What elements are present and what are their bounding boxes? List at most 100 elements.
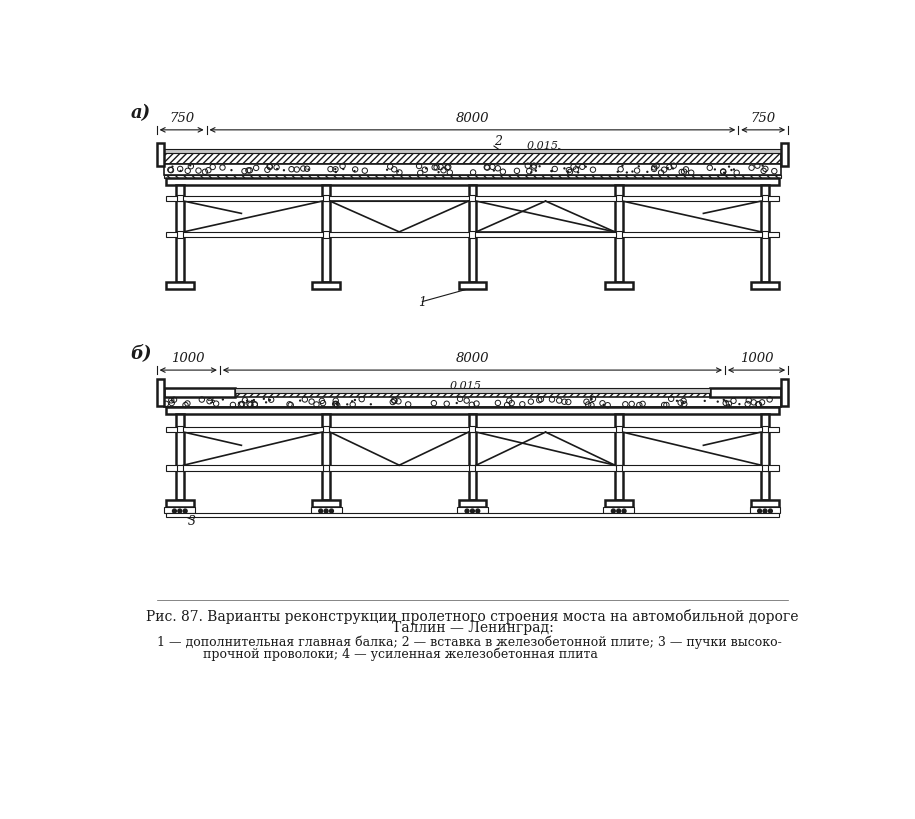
- Bar: [323, 195, 329, 201]
- Circle shape: [265, 401, 267, 404]
- Circle shape: [714, 168, 716, 170]
- Bar: [156, 143, 164, 166]
- Text: Рис. 87. Варианты реконструкции пролетного строения моста на автомобильной дорог: Рис. 87. Варианты реконструкции пролетно…: [146, 609, 799, 624]
- Bar: [176, 184, 184, 283]
- Circle shape: [551, 170, 553, 172]
- Circle shape: [534, 170, 537, 172]
- Circle shape: [173, 509, 177, 513]
- Circle shape: [425, 167, 427, 170]
- Circle shape: [676, 400, 678, 402]
- Circle shape: [346, 403, 349, 405]
- Bar: [710, 388, 780, 396]
- Text: Таллин — Ленинград:: Таллин — Ленинград:: [392, 621, 554, 635]
- Circle shape: [577, 171, 579, 174]
- Bar: [616, 465, 622, 471]
- Bar: [762, 465, 768, 471]
- Text: 4: 4: [208, 393, 216, 406]
- Circle shape: [183, 509, 187, 513]
- Circle shape: [342, 168, 344, 170]
- Bar: [312, 283, 340, 289]
- Circle shape: [263, 398, 265, 400]
- Bar: [458, 500, 486, 507]
- Bar: [468, 414, 476, 500]
- Circle shape: [763, 509, 767, 513]
- Bar: [165, 388, 234, 396]
- Bar: [235, 388, 709, 393]
- Circle shape: [269, 399, 271, 401]
- Circle shape: [585, 165, 587, 168]
- Circle shape: [728, 165, 730, 168]
- Bar: [469, 427, 476, 432]
- Bar: [166, 178, 779, 184]
- Bar: [166, 500, 194, 507]
- Circle shape: [335, 171, 337, 173]
- Circle shape: [178, 509, 182, 513]
- Circle shape: [318, 509, 323, 513]
- Circle shape: [590, 398, 593, 400]
- Text: 8000: 8000: [456, 112, 490, 125]
- Bar: [615, 414, 622, 500]
- Circle shape: [716, 400, 719, 403]
- Bar: [469, 195, 476, 201]
- Bar: [166, 283, 194, 289]
- Text: 8000: 8000: [456, 352, 490, 365]
- Circle shape: [631, 170, 633, 173]
- Bar: [164, 153, 781, 164]
- Bar: [235, 393, 709, 402]
- Text: 2: 2: [494, 135, 502, 148]
- Bar: [458, 283, 486, 289]
- Bar: [616, 427, 622, 432]
- Bar: [762, 195, 768, 201]
- Bar: [176, 414, 184, 500]
- Circle shape: [538, 165, 541, 167]
- Circle shape: [307, 169, 309, 170]
- Circle shape: [171, 397, 173, 400]
- Circle shape: [251, 400, 253, 402]
- Circle shape: [617, 170, 619, 173]
- Text: 1000: 1000: [171, 352, 205, 365]
- Bar: [166, 232, 779, 238]
- Bar: [177, 465, 183, 471]
- Bar: [322, 184, 330, 283]
- Circle shape: [576, 166, 579, 169]
- Bar: [603, 507, 634, 514]
- Circle shape: [276, 168, 278, 170]
- Circle shape: [683, 401, 684, 404]
- Circle shape: [730, 169, 733, 171]
- Circle shape: [353, 170, 356, 172]
- Circle shape: [617, 509, 620, 513]
- Circle shape: [470, 509, 474, 513]
- Circle shape: [189, 164, 191, 166]
- Bar: [323, 465, 329, 471]
- Bar: [177, 195, 183, 201]
- Bar: [709, 388, 781, 397]
- Circle shape: [646, 170, 649, 173]
- Circle shape: [476, 509, 479, 513]
- Text: 750: 750: [169, 112, 194, 125]
- Bar: [605, 500, 632, 507]
- Bar: [164, 149, 781, 153]
- Bar: [164, 388, 235, 397]
- Circle shape: [354, 399, 356, 401]
- Bar: [323, 427, 329, 432]
- Bar: [468, 184, 476, 283]
- Circle shape: [437, 171, 440, 174]
- Circle shape: [761, 165, 764, 167]
- Circle shape: [550, 170, 553, 172]
- Circle shape: [725, 400, 727, 403]
- Circle shape: [733, 168, 735, 170]
- Bar: [616, 232, 622, 238]
- Bar: [323, 232, 329, 238]
- Circle shape: [602, 404, 605, 406]
- Circle shape: [611, 509, 615, 513]
- Bar: [781, 378, 788, 405]
- Circle shape: [621, 165, 624, 167]
- Circle shape: [667, 167, 669, 170]
- Circle shape: [283, 169, 285, 171]
- Circle shape: [492, 170, 495, 172]
- Text: 1: 1: [418, 296, 426, 310]
- Circle shape: [638, 165, 640, 167]
- Circle shape: [564, 167, 565, 170]
- Circle shape: [456, 402, 458, 404]
- Bar: [164, 164, 781, 174]
